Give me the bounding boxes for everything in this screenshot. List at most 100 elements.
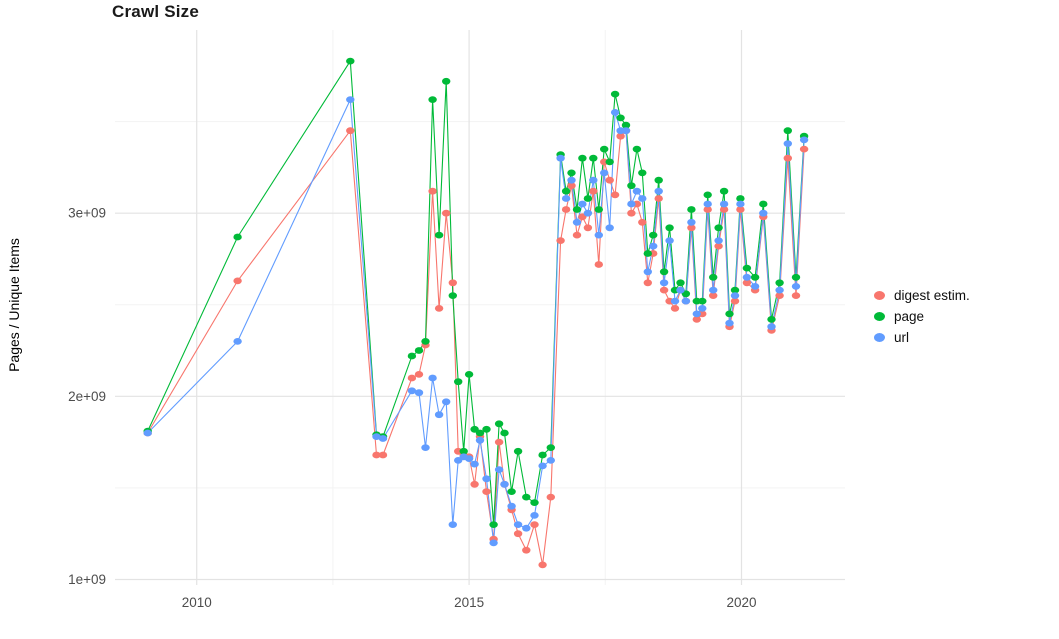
data-point-url xyxy=(719,200,729,208)
data-point-url xyxy=(475,436,485,444)
data-point-url xyxy=(407,387,417,395)
data-point-page xyxy=(589,154,598,162)
data-point-url xyxy=(775,286,784,294)
data-point-digest-estim- xyxy=(659,286,669,294)
data-point-url xyxy=(759,209,768,217)
data-point-url xyxy=(489,539,498,547)
legend: digest estim. page url xyxy=(874,288,970,345)
data-point-url xyxy=(556,154,565,162)
data-point-page xyxy=(489,521,498,528)
legend-label: url xyxy=(894,330,910,345)
data-point-url xyxy=(143,429,152,437)
data-point-page xyxy=(454,378,463,386)
data-point-url xyxy=(600,169,609,177)
data-point-digest-estim- xyxy=(594,261,603,268)
data-point-digest-estim- xyxy=(378,451,388,459)
data-point-digest-estim- xyxy=(709,292,718,299)
data-point-url xyxy=(561,195,571,202)
data-point-page xyxy=(434,231,444,239)
data-point-digest-estim- xyxy=(414,371,424,378)
data-point-digest-estim- xyxy=(670,305,680,312)
data-point-page xyxy=(621,121,631,129)
data-point-url xyxy=(676,286,685,294)
data-point-page xyxy=(594,206,603,213)
data-point-url xyxy=(513,521,523,528)
data-point-digest-estim- xyxy=(233,277,242,285)
data-point-url xyxy=(725,319,734,327)
x-tick-label: 2015 xyxy=(454,595,484,610)
data-point-digest-estim- xyxy=(714,242,723,250)
data-point-page xyxy=(346,57,355,65)
data-point-page xyxy=(414,347,424,354)
data-point-digest-estim- xyxy=(783,154,792,162)
data-point-page xyxy=(665,224,674,232)
data-point-digest-estim- xyxy=(470,480,479,488)
data-point-page xyxy=(233,233,242,241)
data-point-url xyxy=(665,237,674,245)
data-point-digest-estim- xyxy=(799,145,809,153)
data-point-page xyxy=(494,420,504,428)
data-point-page xyxy=(714,224,723,232)
data-point-url xyxy=(610,109,620,116)
series-line-page xyxy=(147,60,805,526)
legend-item-digest-estim-: digest estim. xyxy=(874,288,970,303)
data-point-url xyxy=(791,283,801,290)
data-point-page xyxy=(482,425,491,433)
data-point-digest-estim- xyxy=(791,292,801,299)
data-point-page xyxy=(632,145,642,153)
data-point-page xyxy=(464,371,474,378)
data-point-url xyxy=(659,279,669,287)
x-tick-label: 2010 xyxy=(182,595,212,610)
data-point-page xyxy=(676,279,685,287)
data-point-page xyxy=(709,273,718,281)
data-point-page xyxy=(736,195,745,202)
data-point-page xyxy=(583,195,593,202)
data-point-page xyxy=(507,488,516,495)
data-point-url xyxy=(730,292,740,299)
chart-title: Crawl Size xyxy=(112,2,200,21)
data-point-digest-estim- xyxy=(567,182,576,190)
data-point-page xyxy=(475,429,485,437)
data-point-url xyxy=(703,200,712,208)
data-point-digest-estim- xyxy=(434,305,444,312)
data-point-page xyxy=(643,250,652,257)
data-point-digest-estim- xyxy=(513,530,523,538)
data-point-url xyxy=(530,512,539,519)
data-point-page xyxy=(600,145,609,153)
data-point-digest-estim- xyxy=(546,493,555,501)
data-point-url xyxy=(434,411,444,419)
y-axis-title: Pages / Unique Items xyxy=(6,238,22,372)
data-point-digest-estim- xyxy=(654,195,663,202)
data-point-url xyxy=(714,237,723,245)
data-point-page xyxy=(605,158,614,166)
data-point-page xyxy=(687,206,696,213)
data-point-page xyxy=(730,286,740,294)
data-point-url xyxy=(750,283,760,290)
data-point-url xyxy=(621,127,631,135)
data-point-url xyxy=(709,286,718,294)
data-point-url xyxy=(638,195,647,202)
data-point-url xyxy=(583,209,593,217)
data-point-url xyxy=(627,200,636,208)
data-point-url xyxy=(442,398,451,406)
data-point-digest-estim- xyxy=(610,191,620,199)
data-point-url xyxy=(742,273,752,281)
data-point-digest-estim- xyxy=(346,127,355,135)
data-point-url xyxy=(632,187,642,195)
data-point-url xyxy=(522,524,531,532)
data-point-digest-estim- xyxy=(372,451,381,459)
data-point-url xyxy=(538,462,547,470)
data-point-url xyxy=(578,200,587,208)
data-point-digest-estim- xyxy=(428,187,437,195)
data-point-page xyxy=(627,182,636,190)
data-point-page xyxy=(698,297,707,305)
data-point-url xyxy=(414,389,424,397)
data-point-url xyxy=(378,435,388,442)
data-point-page xyxy=(500,429,509,437)
legend-item-url: url xyxy=(874,330,970,345)
data-point-page xyxy=(572,206,582,213)
data-point-url xyxy=(670,297,680,305)
data-point-page xyxy=(561,187,571,195)
data-point-url xyxy=(346,96,355,103)
